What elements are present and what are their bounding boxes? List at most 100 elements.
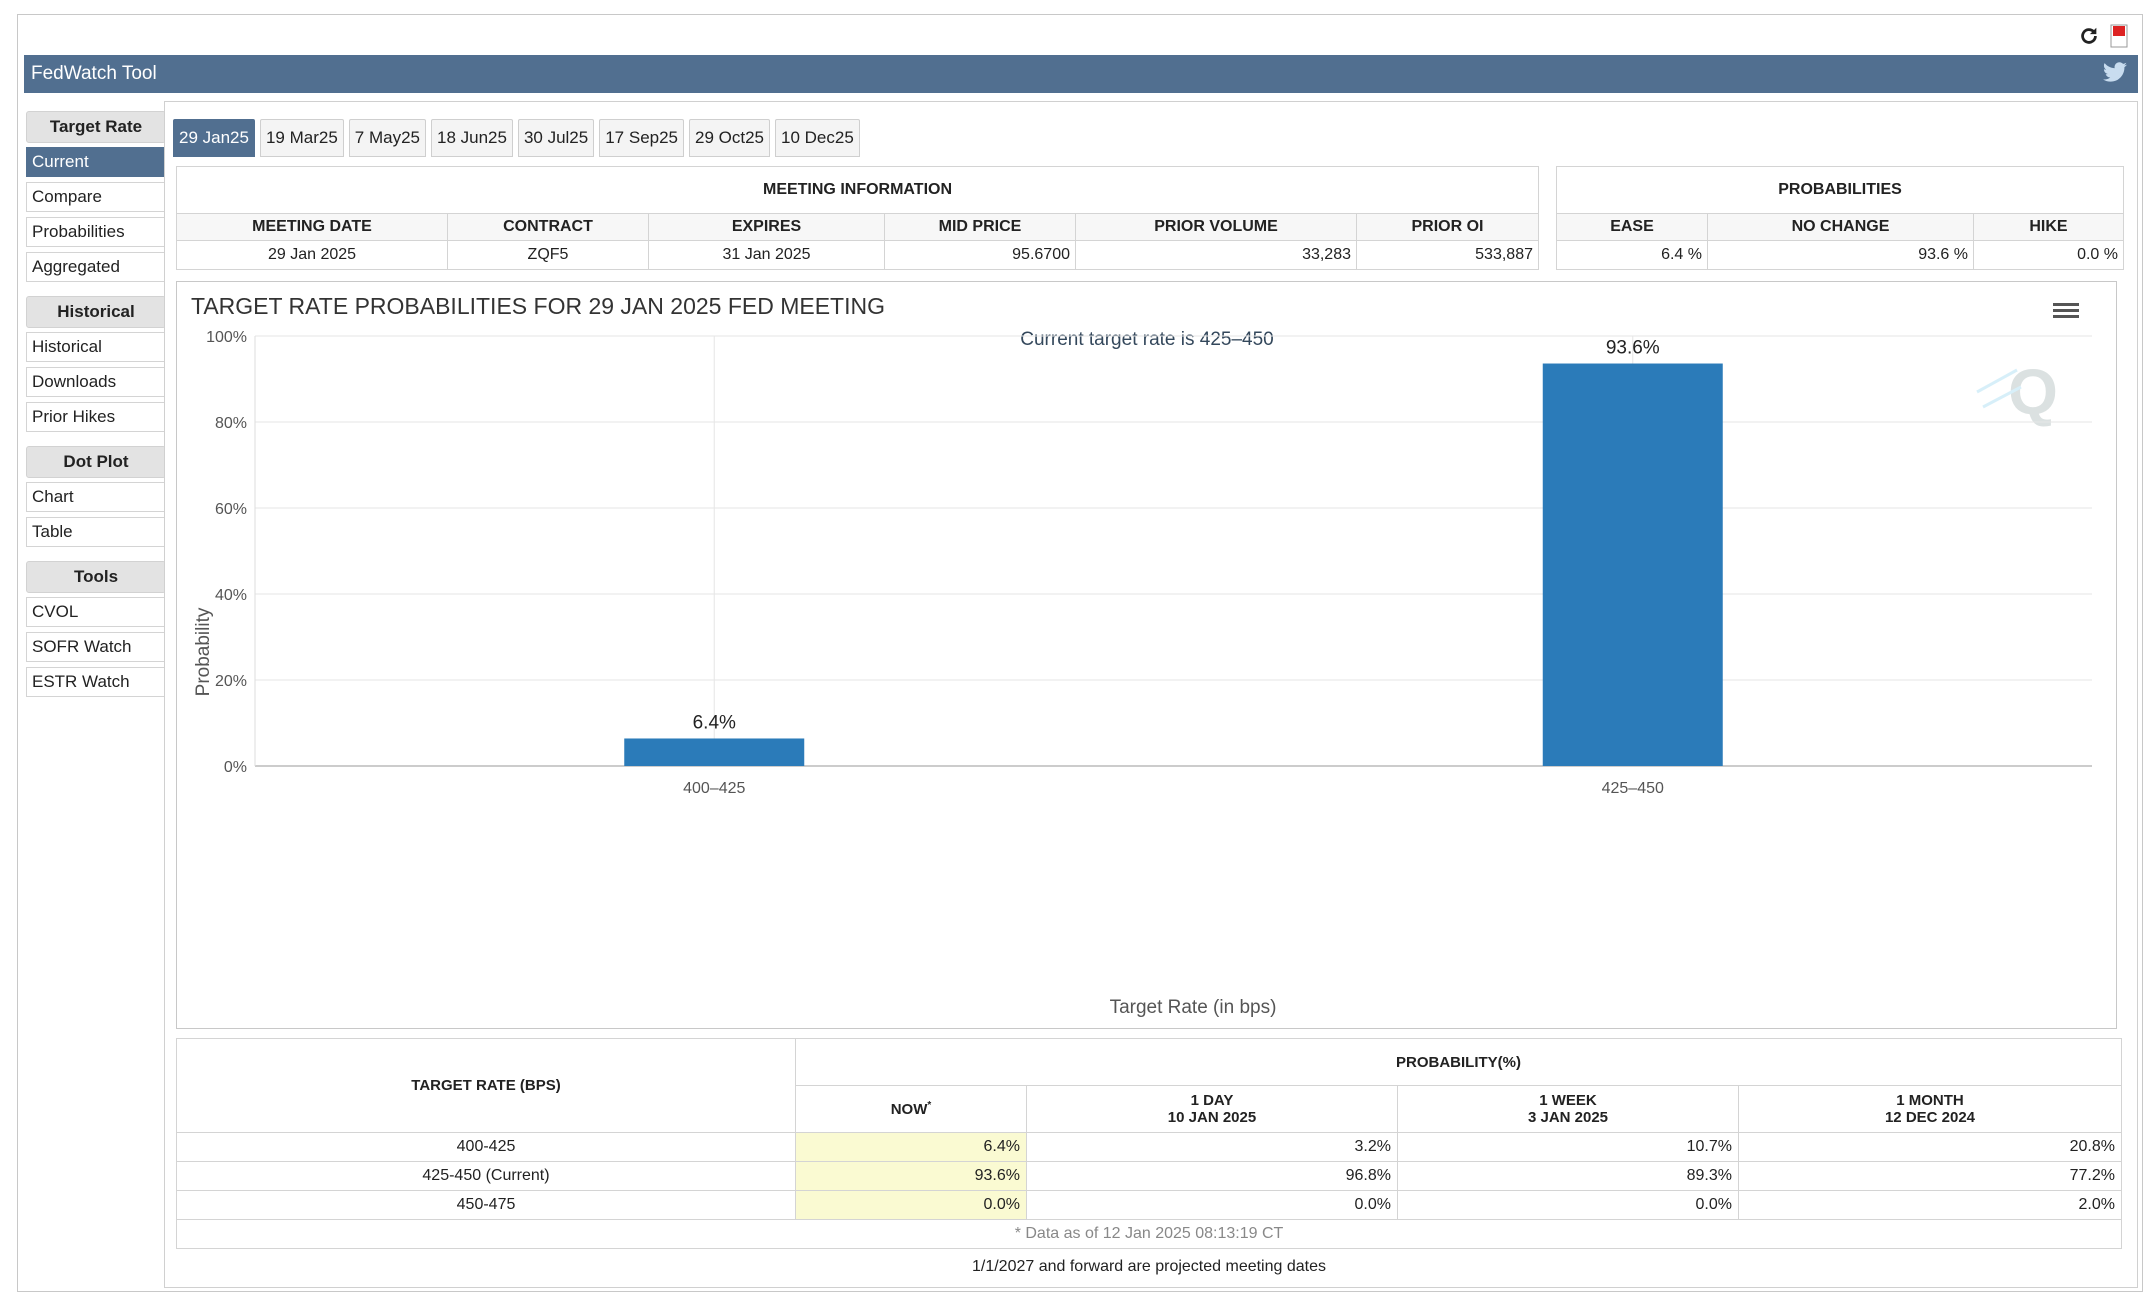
y-tick-label: 80% (215, 415, 247, 432)
x-tick-label: 400–425 (683, 780, 745, 797)
value-cell: 2.0% (1738, 1190, 2122, 1220)
col-header: MEETING DATE (176, 213, 448, 241)
hike-value: 0.0 % (1973, 240, 2124, 270)
col-sub: 12 DEC 2024 (1884, 1109, 1976, 1126)
probability-header: PROBABILITY(%) (795, 1038, 2122, 1086)
value-cell: 89.3% (1397, 1161, 1739, 1191)
rates-table: TARGET RATE (BPS) PROBABILITY(%) NOW* 1 … (176, 1038, 2122, 1249)
refresh-icon[interactable] (2078, 25, 2100, 47)
value-cell: 77.2% (1738, 1161, 2122, 1191)
probability-chart: TARGET RATE PROBABILITIES FOR 29 JAN 202… (176, 281, 2117, 1029)
tab-18-jun25[interactable]: 18 Jun25 (430, 119, 513, 157)
sidebar-item-aggregated[interactable]: Aggregated (26, 252, 166, 282)
watermark-logo-icon: Q (1976, 356, 2058, 428)
col-header: MID PRICE (884, 213, 1076, 241)
sidebar-item-historical[interactable]: Historical (26, 332, 166, 362)
tab-10-dec25[interactable]: 10 Dec25 (775, 119, 860, 157)
value-cell: 0.0% (1026, 1190, 1398, 1220)
sidebar-item-cvol[interactable]: CVOL (26, 597, 166, 627)
bar[interactable] (1542, 363, 1723, 766)
table-row: 400-425 6.4% 3.2% 10.7% 20.8% (176, 1132, 2122, 1162)
y-axis-label: Probability (193, 607, 214, 696)
expires-value: 31 Jan 2025 (648, 240, 885, 270)
probabilities-title: PROBABILITIES (1556, 166, 2124, 214)
data-timestamp-note: * Data as of 12 Jan 2025 08:13:19 CT (176, 1219, 2122, 1249)
meeting-info-table: MEETING INFORMATION MEETING DATE CONTRAC… (176, 166, 1539, 270)
col-header: EASE (1556, 213, 1708, 241)
y-tick-label: 40% (215, 587, 247, 604)
svg-text:Q: Q (2008, 356, 2058, 428)
col-now-label: NOW (890, 1101, 928, 1118)
chart-svg: TARGET RATE PROBABILITIES FOR 29 JAN 202… (191, 293, 2092, 1018)
col-1-week: 1 WEEK 3 JAN 2025 (1397, 1085, 1739, 1133)
top-icons (2078, 19, 2128, 53)
twitter-icon[interactable] (2102, 61, 2128, 90)
y-tick-label: 0% (224, 759, 247, 776)
sidebar-group-historical: Historical Historical Downloads Prior Hi… (26, 296, 166, 432)
y-tick-label: 100% (206, 329, 247, 346)
sidebar-item-current[interactable]: Current (26, 147, 166, 177)
prior-oi-value: 533,887 (1356, 240, 1539, 270)
value-cell: 10.7% (1397, 1132, 1739, 1162)
rate-cell: 450-475 (176, 1190, 796, 1220)
footer-note: 1/1/2027 and forward are projected meeti… (971, 1258, 1326, 1275)
y-tick-label: 60% (215, 501, 247, 518)
value-cell: 0.0% (1397, 1190, 1739, 1220)
x-tick-label: 425–450 (1602, 780, 1664, 797)
chart-subtitle: Current target rate is 425–450 (1020, 329, 1274, 350)
sidebar-item-compare[interactable]: Compare (26, 182, 166, 212)
table-row: 425-450 (Current) 93.6% 96.8% 89.3% 77.2… (176, 1161, 2122, 1191)
value-cell: 20.8% (1738, 1132, 2122, 1162)
meeting-info-title: MEETING INFORMATION (176, 166, 1539, 214)
data-label: 93.6% (1606, 338, 1660, 359)
sidebar-group-header: Historical (26, 296, 166, 328)
sidebar-item-table[interactable]: Table (26, 517, 166, 547)
sidebar: Target Rate Current Compare Probabilitie… (26, 111, 166, 711)
sidebar-item-estr-watch[interactable]: ESTR Watch (26, 667, 166, 697)
y-tick-label: 20% (215, 673, 247, 690)
chart-title: TARGET RATE PROBABILITIES FOR 29 JAN 202… (191, 293, 885, 319)
sidebar-group-header: Tools (26, 561, 166, 593)
mid-price-value: 95.6700 (884, 240, 1076, 270)
sidebar-item-probabilities[interactable]: Probabilities (26, 217, 166, 247)
app-title: FedWatch Tool (31, 63, 157, 84)
meeting-date-value: 29 Jan 2025 (176, 240, 448, 270)
col-1-month: 1 MONTH 12 DEC 2024 (1738, 1085, 2122, 1133)
no-change-value: 93.6 % (1707, 240, 1974, 270)
col-1-day: 1 DAY 10 JAN 2025 (1026, 1085, 1398, 1133)
col-header: CONTRACT (447, 213, 649, 241)
sidebar-group-dot-plot: Dot Plot Chart Table (26, 446, 166, 547)
target-rate-header: TARGET RATE (BPS) (176, 1038, 796, 1133)
sidebar-group-header: Dot Plot (26, 446, 166, 478)
tab-29-jan25[interactable]: 29 Jan25 (173, 119, 255, 157)
data-label: 6.4% (693, 712, 736, 733)
rate-cell: 400-425 (176, 1132, 796, 1162)
value-cell: 6.4% (795, 1132, 1027, 1162)
sidebar-item-sofr-watch[interactable]: SOFR Watch (26, 632, 166, 662)
col-sub: 3 JAN 2025 (1527, 1109, 1609, 1126)
value-cell: 93.6% (795, 1161, 1027, 1191)
sidebar-group-target-rate: Target Rate Current Compare Probabilitie… (26, 111, 166, 282)
col-label: 1 DAY (1190, 1092, 1234, 1109)
tab-29-oct25[interactable]: 29 Oct25 (689, 119, 771, 157)
sidebar-item-downloads[interactable]: Downloads (26, 367, 166, 397)
rate-cell: 425-450 (Current) (176, 1161, 796, 1191)
contract-value: ZQF5 (447, 240, 649, 270)
value-cell: 96.8% (1026, 1161, 1398, 1191)
sidebar-item-chart[interactable]: Chart (26, 482, 166, 512)
meeting-tabs: 29 Jan25 19 Mar25 7 May25 18 Jun25 30 Ju… (173, 119, 860, 157)
app-frame: FedWatch Tool Target Rate Current Compar… (17, 14, 2143, 1292)
tab-17-sep25[interactable]: 17 Sep25 (599, 119, 685, 157)
sidebar-group-tools: Tools CVOL SOFR Watch ESTR Watch (26, 561, 166, 697)
pdf-icon[interactable] (2110, 24, 2128, 48)
tab-30-jul25[interactable]: 30 Jul25 (517, 119, 595, 157)
col-now: NOW* (795, 1085, 1027, 1133)
sidebar-item-prior-hikes[interactable]: Prior Hikes (26, 402, 166, 432)
main-content: 29 Jan25 19 Mar25 7 May25 18 Jun25 30 Ju… (164, 101, 2138, 1288)
bar[interactable] (624, 738, 805, 766)
tab-7-may25[interactable]: 7 May25 (348, 119, 426, 157)
ease-value: 6.4 % (1556, 240, 1708, 270)
tab-19-mar25[interactable]: 19 Mar25 (259, 119, 344, 157)
x-axis-label: Target Rate (in bps) (1110, 997, 1277, 1018)
menu-icon[interactable] (2053, 303, 2079, 318)
